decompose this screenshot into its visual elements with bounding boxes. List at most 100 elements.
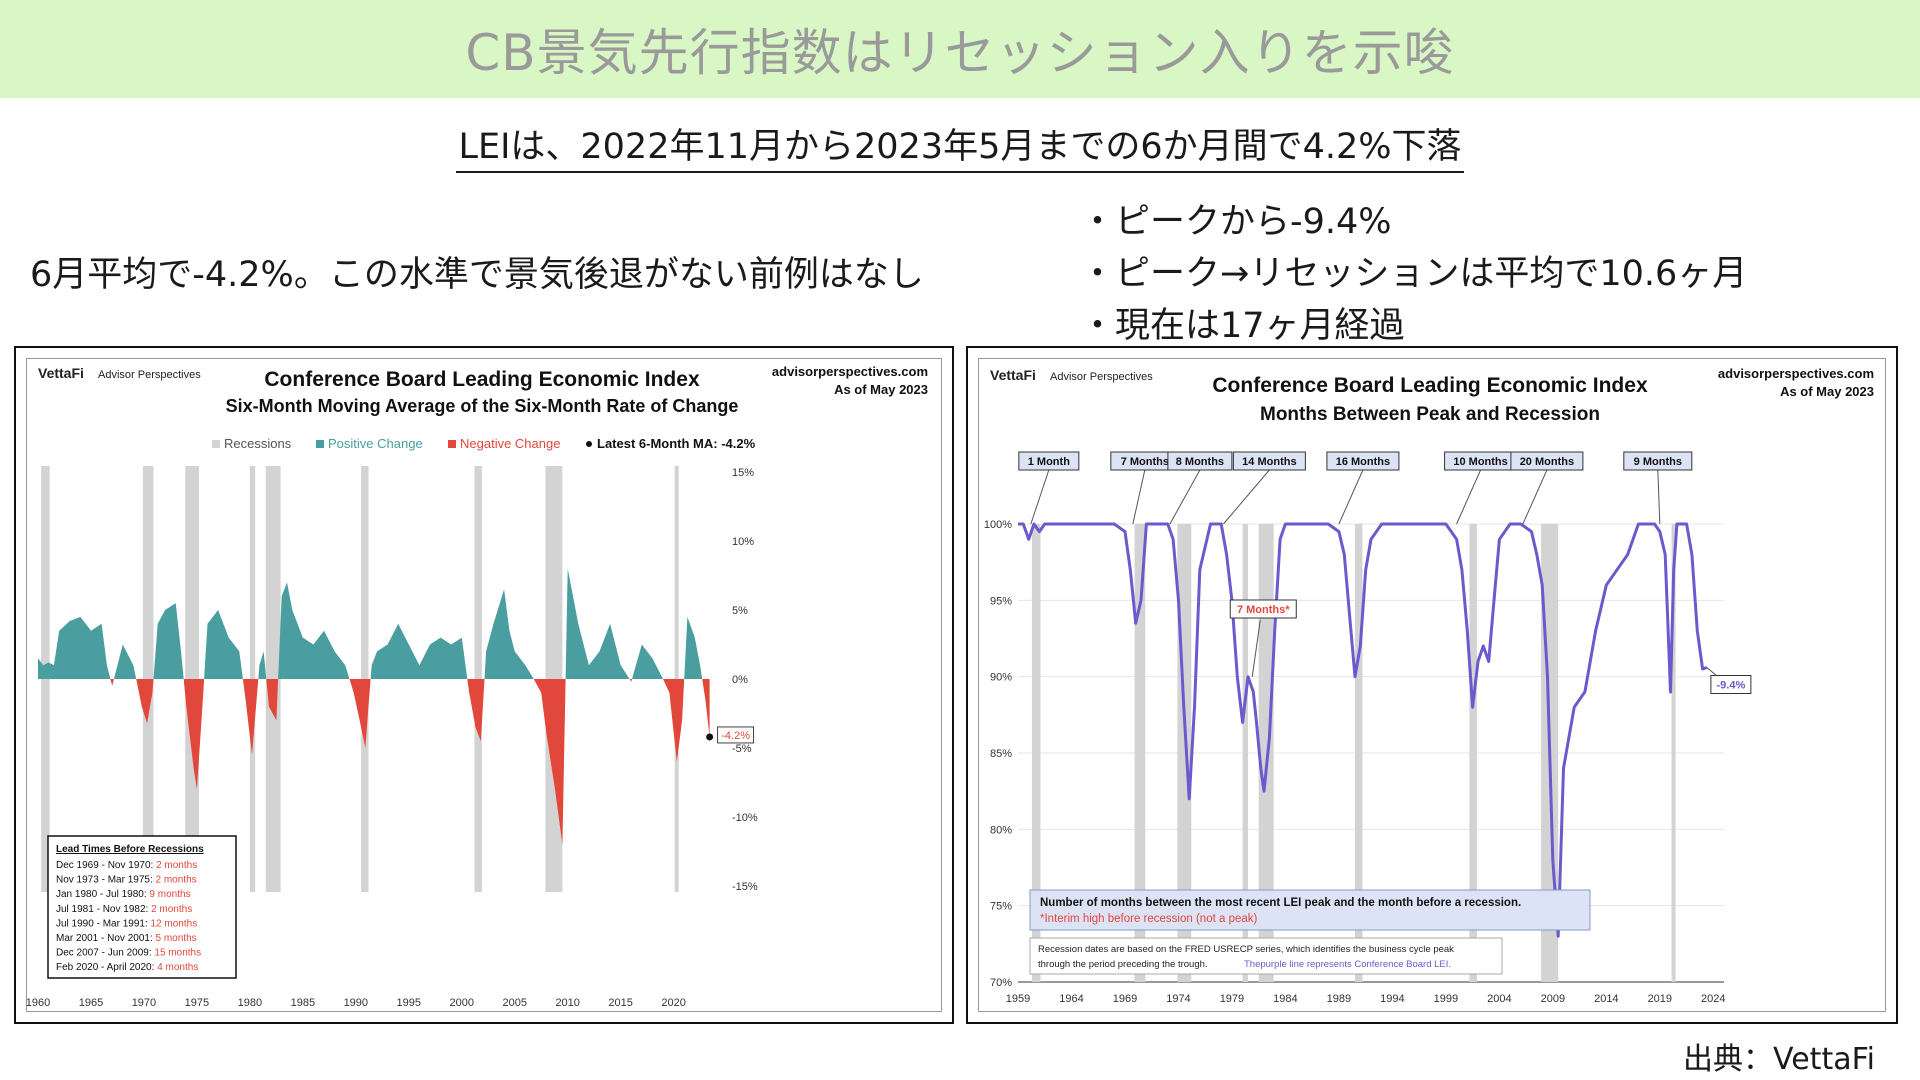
callout-label: 7 Months	[1121, 456, 1169, 468]
callout-label: 14 Months	[1242, 456, 1296, 468]
latest-point	[706, 733, 714, 741]
as-of-label: As of May 2023	[1780, 384, 1874, 399]
left-note: 6月平均で-4.2%。この水準で景気後退がない前例はなし	[30, 255, 924, 295]
note-small-2a: through the period preceding the trough.	[1038, 959, 1208, 970]
positive-change-area	[113, 644, 137, 679]
chart-title: Conference Board Leading Economic Index	[1212, 374, 1648, 397]
source-credit: 出典：VettaFi	[1683, 1042, 1875, 1077]
lead-time-row: Mar 2001 - Nov 2001: 5 months	[56, 933, 197, 944]
x-tick-label: 1984	[1273, 993, 1297, 1005]
x-tick-label: 1960	[26, 997, 50, 1009]
negative-change-area	[467, 679, 485, 742]
legend: Recessions Positive Change Negative Chan…	[212, 436, 756, 451]
lei-line	[1018, 522, 1708, 938]
left-chart-panel: VettaFi Advisor Perspectives Conference …	[14, 346, 954, 1024]
y-tick-label: 15%	[732, 467, 754, 479]
legend-label: Latest 6-Month MA: -4.2%	[597, 436, 756, 451]
callout-leader	[1030, 469, 1050, 525]
lead-months: 12 months	[151, 918, 198, 929]
y-tick-label: 85%	[990, 748, 1012, 760]
lead-period: Jan 1980 - Jul 1980:	[56, 889, 149, 900]
note-main: Number of months between the most recent…	[1040, 897, 1521, 909]
callout-leader	[1657, 469, 1661, 525]
lead-months: 4 months	[157, 962, 198, 973]
x-tick-label: 1990	[344, 997, 368, 1009]
callout-label: 10 Months	[1453, 456, 1507, 468]
brand-logo: VettaFi	[990, 367, 1036, 383]
callout-label: 20 Months	[1520, 456, 1574, 468]
y-tick-label: 70%	[990, 977, 1012, 989]
legend-label: Negative Change	[460, 436, 560, 451]
recession-band	[1354, 524, 1363, 982]
x-tick-label: 1975	[185, 997, 209, 1009]
negative-change-area	[349, 679, 371, 748]
x-tick-label: 1965	[79, 997, 103, 1009]
lead-months: 2 months	[156, 860, 197, 871]
positive-change-area	[204, 610, 243, 679]
lead-time-row: Dec 2007 - Jun 2009: 15 months	[56, 948, 201, 959]
recession-band	[1671, 524, 1676, 982]
interim-callout-box	[1229, 599, 1297, 619]
callout-leader	[1251, 619, 1261, 677]
positive-change-area	[153, 603, 184, 679]
x-tick-label: 2000	[450, 997, 474, 1009]
site-label: advisorperspectives.com	[1718, 366, 1874, 381]
positive-change-area	[484, 589, 534, 679]
y-tick-label: 10%	[732, 536, 754, 548]
lead-time-row: Jul 1981 - Nov 1982: 2 months	[56, 904, 192, 915]
positive-change-area	[258, 651, 267, 679]
lead-times-box: Lead Times Before Recessions Dec 1969 - …	[47, 835, 237, 979]
negative-change-area	[533, 679, 566, 845]
lead-period: Jul 1990 - Mar 1991:	[56, 918, 151, 929]
negative-change-area	[110, 679, 114, 686]
bullet-item: ・ピーク→リセッションは平均で10.6ヶ月	[1080, 254, 1748, 294]
positive-change-area	[370, 623, 468, 679]
site-label: advisorperspectives.com	[772, 364, 928, 379]
callout-leader	[1456, 469, 1482, 525]
x-tick-label: 1969	[1113, 993, 1137, 1005]
callout-leader	[1522, 469, 1548, 525]
recession-band	[1469, 524, 1477, 982]
rate-of-change-chart: VettaFi Advisor Perspectives Conference …	[26, 364, 928, 1009]
brand-logo: VettaFi	[38, 365, 84, 381]
x-tick-label: 1985	[291, 997, 315, 1009]
lead-time-row: Nov 1973 - Mar 1975: 2 months	[56, 875, 197, 886]
negative-change-area	[663, 679, 685, 762]
positive-change-area	[278, 582, 350, 679]
x-tick-label: 1959	[1006, 993, 1030, 1005]
lead-months: 9 months	[149, 889, 190, 900]
y-tick-label: 0%	[732, 674, 748, 686]
latest-label: -4.2%	[721, 730, 750, 742]
x-tick-label: 2019	[1648, 993, 1672, 1005]
lead-time-row: Jan 1980 - Jul 1980: 9 months	[56, 889, 191, 900]
chart-title: Conference Board Leading Economic Index	[264, 368, 700, 391]
note-interim: *Interim high before recession (not a pe…	[1040, 913, 1258, 925]
bullet-item: ・現在は17ヶ月経過	[1080, 306, 1405, 346]
callout-label: 9 Months	[1634, 456, 1682, 468]
x-tick-label: 1980	[238, 997, 262, 1009]
chart-subtitle: Months Between Peak and Recession	[1260, 404, 1600, 425]
latest-callout-box	[1710, 675, 1752, 695]
callout-box	[1510, 451, 1584, 471]
legend-label: Positive Change	[328, 436, 423, 451]
as-of-label: As of May 2023	[834, 382, 928, 397]
callout-label: 1 Month	[1028, 456, 1070, 468]
bullet-item: ・ピークから-9.4%	[1080, 202, 1392, 242]
lead-months: 2 months	[156, 875, 197, 886]
lead-months: 15 months	[154, 948, 201, 959]
recession-band	[1242, 524, 1248, 982]
lead-period: Mar 2001 - Nov 2001:	[56, 933, 156, 944]
lead-months: 5 months	[156, 933, 197, 944]
callout-label: 16 Months	[1336, 456, 1390, 468]
lead-period: Dec 2007 - Jun 2009:	[56, 948, 154, 959]
slide-subtitle-row: LEIは、2022年11月から2023年5月までの6か月間で4.2%下落	[0, 118, 1920, 173]
negative-change-area	[136, 679, 154, 724]
x-tick-label: 2020	[661, 997, 685, 1009]
callout-leader	[1338, 469, 1364, 525]
y-tick-label: 90%	[990, 672, 1012, 684]
chart-subtitle: Six-Month Moving Average of the Six-Mont…	[226, 396, 739, 416]
recession-band	[1258, 524, 1274, 982]
negative-change-area	[629, 679, 632, 682]
callout-box	[1623, 451, 1693, 471]
x-tick-label: 1964	[1059, 993, 1083, 1005]
